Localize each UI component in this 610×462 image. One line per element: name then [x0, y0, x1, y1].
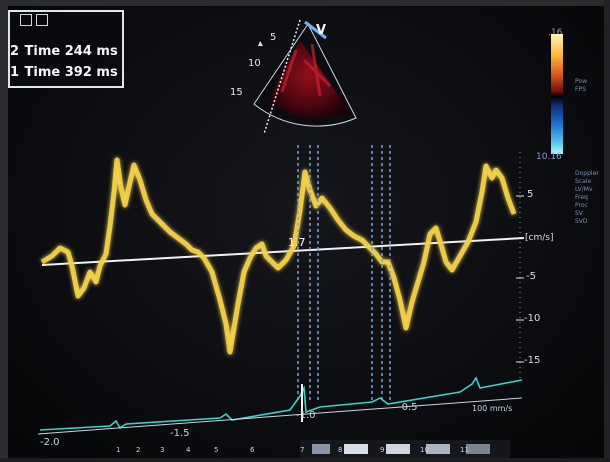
sector-image — [253, 19, 357, 135]
velocity-unit: [cm/s] — [525, 233, 554, 243]
bottom-control-strip — [300, 440, 510, 458]
measurement-index: 2 — [10, 44, 20, 59]
monitor-bezel-bottom — [0, 458, 610, 462]
control-number[interactable]: 10 — [420, 446, 429, 454]
control-number[interactable]: 11 — [460, 446, 469, 454]
measurement-toolbar — [20, 14, 48, 26]
control-number[interactable]: 9 — [380, 446, 385, 454]
measurement-value: 244 ms — [64, 44, 118, 59]
x-tick-label: -0.5 — [398, 402, 418, 413]
y-tick-label: 5 — [527, 189, 534, 200]
measure-icon[interactable] — [20, 14, 32, 26]
sector-marker: V — [316, 23, 326, 38]
x-tick-label: -1.0 — [296, 410, 316, 421]
param-label: Scale — [575, 178, 592, 185]
depth-label: 15 — [230, 87, 243, 98]
control-number[interactable]: 6 — [250, 446, 255, 454]
y-tick-label: -5 — [526, 271, 536, 282]
ecg-trace — [39, 376, 523, 431]
y-tick-label: -10 — [524, 313, 541, 324]
spectral-doppler-trace — [40, 157, 517, 355]
control-number[interactable]: 4 — [186, 446, 191, 454]
control-number[interactable]: 5 — [214, 446, 219, 454]
control-number[interactable]: 7 — [300, 446, 305, 454]
measurement-row[interactable]: 2 Time 244 ms — [10, 44, 118, 59]
control-number[interactable]: 2 — [136, 446, 141, 454]
time-axis — [37, 397, 523, 435]
measurement-label: Time — [24, 65, 61, 80]
monitor-bezel-right — [604, 0, 610, 462]
measurement-panel: 2 Time 244 ms 1 Time 392 ms — [8, 10, 124, 88]
velocity-scale — [516, 152, 524, 380]
monitor-bezel-top — [0, 0, 610, 6]
y-tick-label: -15 — [524, 355, 541, 366]
report-icon[interactable] — [36, 14, 48, 26]
param-label: Doppler — [575, 170, 599, 177]
measurement-value: 392 ms — [64, 65, 118, 80]
colorbar-top-label: .16 — [548, 28, 563, 38]
measurement-index: 1 — [10, 65, 20, 80]
param-label: SV — [575, 210, 583, 217]
depth-label: 5 — [270, 32, 276, 43]
colorbar-bottom-label: 10.16 — [536, 152, 562, 162]
x-tick-label: -1.5 — [170, 428, 190, 439]
time-calipers[interactable] — [297, 145, 391, 402]
param-label: LV/Mv — [575, 186, 593, 193]
measurement-row[interactable]: 1 Time 392 ms — [10, 65, 118, 80]
measurement-label: Time — [24, 44, 61, 59]
monitor-bezel-left — [0, 0, 8, 462]
control-number[interactable]: 1 — [116, 446, 121, 454]
x-tick-label: -2.0 — [40, 437, 60, 448]
colorbar-label: FPS — [575, 86, 586, 93]
param-label: SVD — [575, 218, 588, 225]
sweep-speed-label: 100 mm/s — [472, 404, 513, 413]
param-label: Proc — [575, 202, 588, 209]
colorbar-label: Pow — [575, 78, 587, 85]
control-number[interactable]: 3 — [160, 446, 165, 454]
doppler-baseline — [41, 237, 525, 266]
depth-label: 10 — [248, 58, 261, 69]
param-label: Freq — [575, 194, 588, 201]
baseline-label: 1.7 — [288, 236, 306, 249]
velocity-colorbar — [551, 34, 563, 154]
control-number[interactable]: 8 — [338, 446, 343, 454]
